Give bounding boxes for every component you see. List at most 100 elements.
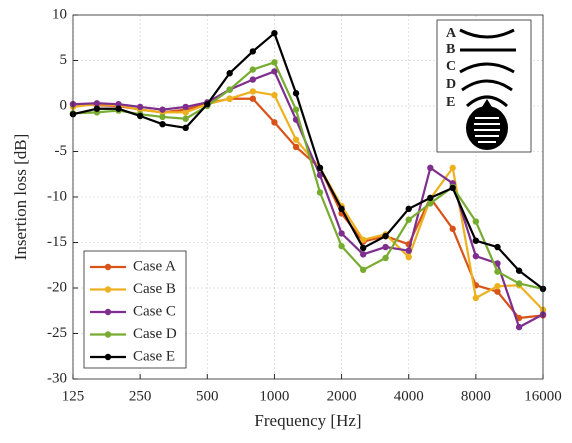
y-axis-label: Insertion loss [dB] [11, 134, 30, 261]
data-point [405, 205, 412, 213]
data-point [316, 189, 324, 196]
data-point [292, 90, 300, 97]
data-point [405, 247, 412, 254]
data-point [382, 254, 389, 262]
y-tick-label: -20 [47, 279, 67, 295]
data-point [472, 252, 480, 260]
data-point [405, 216, 412, 223]
data-point [292, 143, 300, 151]
legend-label: Case C [133, 303, 176, 319]
data-point [494, 268, 501, 275]
x-tick-label: 125 [62, 388, 85, 404]
y-tick-label: -10 [47, 188, 67, 204]
data-point [359, 251, 367, 258]
legend-marker [104, 331, 112, 338]
data-point [427, 164, 434, 172]
data-point [271, 119, 278, 126]
x-tick-label: 4000 [394, 388, 424, 404]
legend-label: Case E [133, 348, 175, 364]
data-point [338, 205, 345, 213]
data-point [249, 66, 257, 73]
wavefront [459, 62, 515, 74]
data-point [405, 253, 412, 261]
data-point [515, 280, 523, 287]
data-point [159, 113, 166, 121]
data-point [515, 267, 523, 274]
data-point [249, 76, 257, 83]
wavefront [459, 28, 515, 39]
legend-marker [104, 353, 112, 361]
nose [482, 99, 492, 107]
plot-frame [72, 14, 544, 380]
x-tick-label: 16000 [524, 388, 562, 404]
data-point [359, 244, 367, 252]
data-point [136, 112, 144, 120]
data-point [472, 294, 480, 302]
legend-label: Case A [133, 258, 176, 274]
y-tick-label: 0 [60, 97, 68, 113]
data-point [292, 136, 300, 143]
data-point [472, 237, 480, 244]
data-point [249, 88, 257, 95]
data-point [182, 124, 189, 132]
legend-frame [83, 250, 187, 369]
data-point [271, 68, 278, 75]
data-point [136, 103, 144, 111]
inset-label: C [446, 59, 456, 74]
data-point [93, 100, 101, 107]
data-point [115, 105, 122, 112]
data-point [271, 30, 278, 37]
legend-label: Case D [133, 326, 177, 342]
data-point [182, 115, 189, 122]
y-tick-label: -25 [47, 325, 67, 341]
data-point [182, 103, 189, 111]
data-point [494, 282, 501, 290]
legend: Case A Case B Case C Case D Case E [83, 250, 187, 369]
inset-label: B [446, 42, 455, 57]
x-tick-label: 250 [129, 388, 152, 404]
x-axis-label: Frequency [Hz] [254, 411, 361, 430]
data-point [271, 59, 278, 66]
data-point [316, 164, 324, 172]
wavefront [461, 79, 513, 92]
inset-icon: A B C D E [436, 19, 532, 153]
inset-label: A [446, 26, 457, 41]
data-point [316, 171, 324, 179]
data-point [494, 260, 501, 267]
data-point [494, 243, 501, 251]
data-point [449, 225, 456, 233]
hair [474, 117, 500, 143]
y-tick-label: -5 [55, 143, 68, 159]
y-tick-label: 10 [52, 6, 67, 22]
x-tick-label: 2000 [327, 388, 357, 404]
y-tick-label: 5 [60, 52, 68, 68]
data-point [338, 242, 345, 250]
data-point [515, 323, 523, 331]
data-point [249, 95, 257, 102]
data-point [292, 106, 300, 113]
data-point [249, 48, 257, 55]
data-point [472, 218, 480, 225]
data-point [359, 266, 367, 273]
y-tick-label: -15 [47, 234, 67, 250]
inset-label: D [446, 77, 456, 92]
data-point [338, 230, 345, 237]
data-point [382, 232, 389, 240]
legend-marker [104, 263, 112, 271]
data-point [427, 194, 434, 202]
inset-label: E [446, 95, 455, 110]
y-tick-label: -30 [47, 370, 67, 386]
data-point [449, 184, 456, 192]
data-point [226, 86, 233, 93]
data-point [359, 236, 367, 243]
data-point [115, 100, 122, 108]
legend-label: Case B [133, 281, 176, 297]
series-line [72, 31, 544, 290]
data-point [226, 95, 233, 102]
data-point [427, 200, 434, 207]
data-point [449, 164, 456, 172]
data-point [494, 288, 501, 295]
data-point [226, 70, 233, 77]
legend-marker [104, 308, 112, 316]
